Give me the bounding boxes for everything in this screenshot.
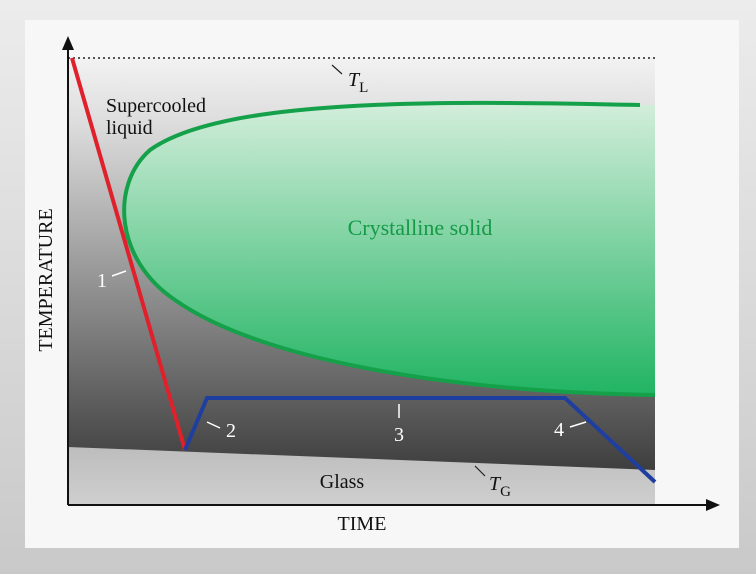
- tg-symbol: T: [489, 473, 502, 495]
- path-label: 1: [97, 270, 107, 292]
- crystal-curve: [122, 100, 656, 397]
- leader: [111, 270, 127, 277]
- tl-subscript: L: [359, 80, 368, 96]
- path-2-4: [183, 396, 657, 484]
- supercooled-label: Supercooled: [106, 95, 206, 117]
- y-arrow: [62, 36, 74, 50]
- crystal-region: [124, 102, 656, 395]
- crystalline-label: Crystalline solid: [348, 215, 493, 240]
- path-label: 2: [226, 420, 236, 442]
- x-axis-label: TIME: [338, 513, 387, 535]
- path-1: [70, 57, 187, 451]
- tl-symbol: T: [348, 69, 361, 91]
- path-label: 4: [554, 419, 564, 441]
- leader: [206, 421, 221, 429]
- glass-region: [68, 447, 655, 505]
- tg-subscript: G: [500, 484, 511, 500]
- tl-label: TL: [348, 69, 368, 96]
- leader: [474, 465, 486, 477]
- glass-label: Glass: [320, 471, 365, 493]
- leader: [569, 421, 587, 428]
- path-label: 3: [394, 424, 404, 446]
- x-arrow: [706, 499, 720, 511]
- leader: [331, 64, 343, 75]
- y-axis-label: TEMPERATURE: [35, 208, 57, 351]
- tg-label: TG: [489, 473, 511, 500]
- supercooled-label: liquid: [106, 117, 153, 139]
